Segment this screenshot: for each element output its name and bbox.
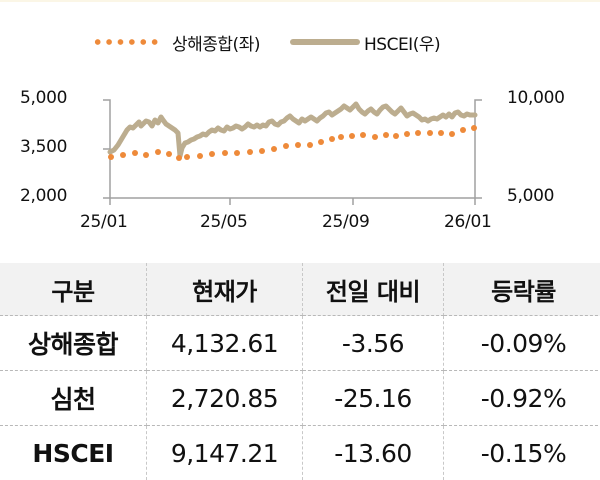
right-tick-10000: 10,000: [507, 88, 565, 108]
shanghai-series-dots: [108, 125, 477, 161]
table-row: 심천 2,720.85 -25.16 -0.92%: [0, 370, 600, 426]
line-chart: [103, 99, 482, 205]
row-price: 9,147.21: [146, 425, 303, 480]
index-quote-table: 구분 현재가 전일 대비 등락률 상해종합 4,132.61 -3.56 -0.…: [0, 263, 600, 480]
solid-line-swatch-icon: [290, 39, 360, 45]
left-tick-5000: 5,000: [20, 88, 68, 108]
table-row: 상해종합 4,132.61 -3.56 -0.09%: [0, 315, 600, 371]
row-change: -25.16: [302, 370, 444, 426]
chart-legend: 상해종합(좌) HSCEI(우): [0, 26, 600, 58]
table-row: HSCEI 9,147.21 -13.60 -0.15%: [0, 425, 600, 480]
header-day-change: 전일 대비: [302, 263, 444, 316]
row-rate: -0.15%: [480, 438, 567, 468]
row-name: HSCEI: [0, 425, 147, 480]
top-band: [0, 0, 600, 2]
table-header-row: 구분 현재가 전일 대비 등락률: [0, 263, 600, 316]
row-price: 2,720.85: [146, 370, 303, 426]
legend-hscei: HSCEI(우): [290, 26, 441, 58]
right-tick-5000: 5,000: [507, 186, 555, 206]
legend-hscei-label: HSCEI(우): [364, 34, 441, 55]
row-rate: -0.92%: [443, 370, 600, 426]
x-tick-2601: 26/01: [444, 212, 492, 232]
dotted-line-swatch-icon: [92, 39, 160, 45]
x-tick-2501: 25/01: [80, 212, 128, 232]
hscei-series-line: [107, 101, 478, 159]
x-tick-2509: 25/09: [322, 212, 370, 232]
row-name: 상해종합: [0, 315, 147, 371]
header-change-rate: 등락률: [443, 263, 600, 316]
header-category: 구분: [0, 263, 147, 316]
chart-axes: [103, 99, 482, 205]
row-name: 심천: [0, 370, 147, 426]
legend-shanghai-label: 상해종합(좌): [172, 34, 260, 55]
x-tick-2505: 25/05: [200, 212, 248, 232]
legend-shanghai: 상해종합(좌): [92, 26, 260, 58]
row-change: -13.60: [302, 425, 444, 480]
row-rate: -0.09%: [443, 315, 600, 371]
header-current-price: 현재가: [146, 263, 303, 316]
row-change: -3.56: [302, 315, 444, 371]
row-price: 4,132.61: [146, 315, 303, 371]
left-tick-2000: 2,000: [20, 186, 68, 206]
left-tick-3500: 3,500: [20, 137, 68, 157]
